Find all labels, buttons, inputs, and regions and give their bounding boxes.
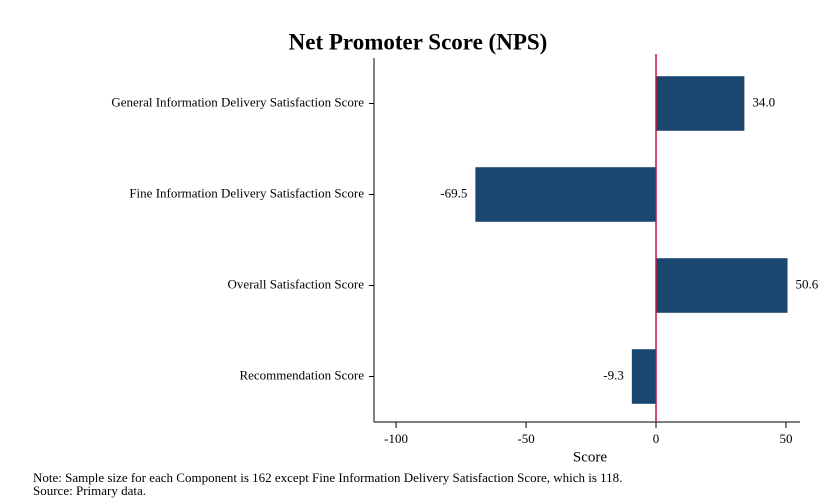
- y-tick-label: Fine Information Delivery Satisfaction S…: [129, 185, 364, 200]
- chart-title: Net Promoter Score (NPS): [289, 29, 548, 54]
- bar: [656, 76, 745, 131]
- x-tick-label: 50: [779, 431, 792, 446]
- data-label: -69.5: [440, 185, 467, 200]
- note: Source: Primary data.: [33, 483, 146, 498]
- bar: [631, 349, 657, 404]
- bar: [656, 258, 788, 313]
- y-tick-label: Overall Satisfaction Score: [228, 276, 365, 291]
- y-tick-label: General Information Delivery Satisfactio…: [111, 94, 364, 109]
- x-axis-label: Score: [573, 449, 607, 465]
- y-tick-label: Recommendation Score: [239, 367, 364, 382]
- bar: [475, 167, 657, 222]
- data-label: -9.3: [603, 367, 624, 382]
- note: Note: Sample size for each Component is …: [33, 470, 622, 485]
- x-tick-label: 0: [653, 431, 660, 446]
- x-tick-label: -50: [517, 431, 534, 446]
- x-tick-label: -100: [384, 431, 408, 446]
- data-label: 34.0: [752, 94, 775, 109]
- data-label: 50.6: [796, 276, 819, 291]
